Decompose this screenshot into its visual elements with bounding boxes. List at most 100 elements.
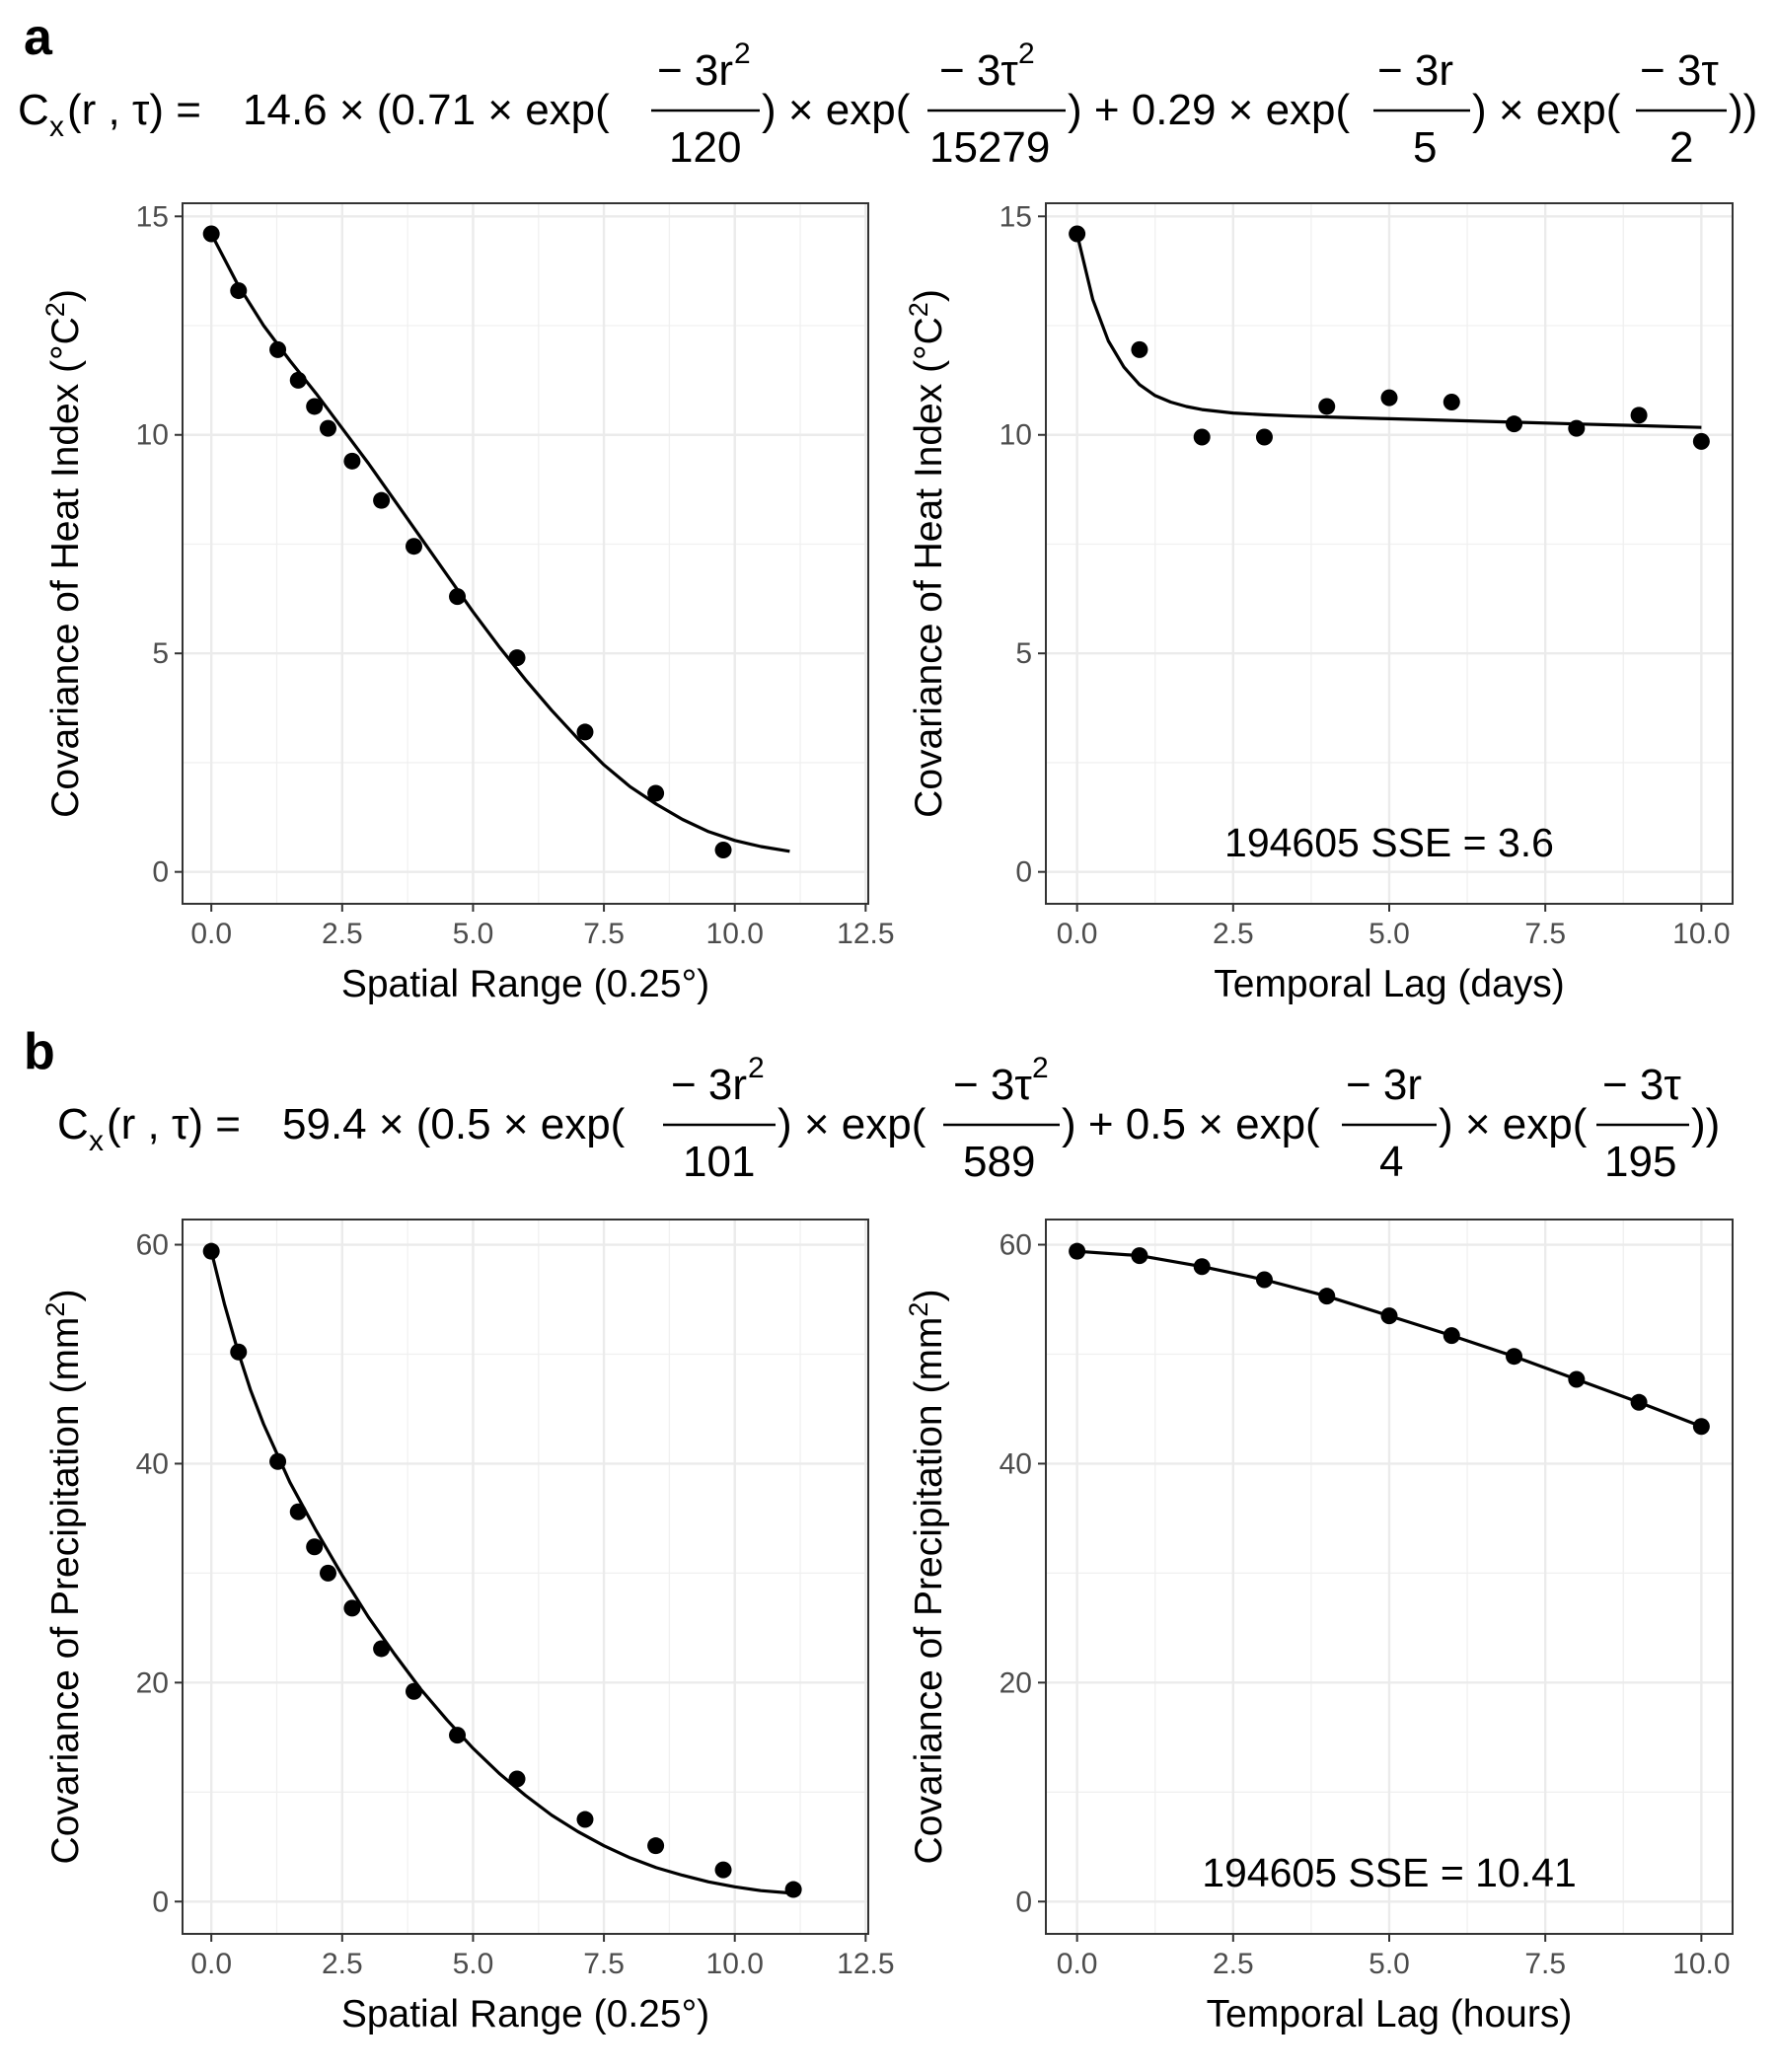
b-temporal-y-axis-title-main: Covariance of Precipitation (mm — [908, 1317, 950, 1865]
b-spatial-data-point — [230, 1343, 248, 1361]
plot-a-spatial: 0.0 2.5 5.0 7.5 10.0 12.5 0 5 10 15 Spatial Range … — [0, 178, 895, 1026]
formula-b-lhs: C — [57, 1100, 89, 1148]
formula-b-mid2: ) + 0.5 × exp( — [1062, 1100, 1320, 1148]
plot-b-spatial: 0.0 2.5 5.0 7.5 10.0 12.5 0 20 40 60 Spatial Range… — [0, 1194, 895, 2062]
a-spatial-data-point — [714, 842, 732, 859]
formula-a-f4-den: 2 — [1669, 123, 1693, 172]
formula-a-lhs-sub: x — [49, 111, 64, 143]
formula-b-f1-num: − 3r — [671, 1061, 747, 1109]
b-spatial-x-tick-label: 2.5 — [322, 1948, 363, 1980]
formula-a-svg: C x (r , τ) = 14.6 × (0.71 × exp( − 3r 2… — [18, 37, 1757, 172]
a-temporal-data-point — [1380, 389, 1398, 407]
b-spatial-data-point — [576, 1811, 594, 1828]
a-temporal-x-tick-label: 5.0 — [1369, 918, 1410, 950]
formula-a-f3-num: − 3r — [1377, 46, 1453, 95]
b-spatial-data-point — [508, 1770, 526, 1788]
b-temporal-data-point — [1506, 1348, 1523, 1366]
a-spatial-data-point — [289, 371, 307, 389]
a-spatial-y-tick-label: 15 — [136, 200, 169, 233]
a-temporal-x-tick-label: 2.5 — [1213, 918, 1254, 950]
a-temporal-data-point — [1443, 394, 1460, 411]
chart-a-spatial-svg: 0.0 2.5 5.0 7.5 10.0 12.5 0 5 10 15 Spatial Range … — [40, 200, 895, 1005]
a-temporal-y-tick-label: 5 — [1015, 637, 1032, 670]
plot-a-temporal: 0.0 2.5 5.0 7.5 10.0 0 5 10 15 Temporal Lag (days… — [888, 178, 1776, 1026]
formula-b-lhs-sub: x — [89, 1125, 104, 1157]
a-temporal-y-axis-title-main: Covariance of Heat Index (°C — [908, 317, 950, 818]
panel-a-label: a — [24, 9, 52, 66]
a-spatial-data-point — [306, 398, 324, 415]
formula-a-mid3: ) × exp( — [1472, 86, 1621, 134]
formula-b-f3-num: − 3r — [1346, 1061, 1422, 1109]
a-temporal-data-point — [1568, 419, 1586, 437]
formula-b-mid1: ) × exp( — [777, 1100, 926, 1148]
a-spatial-data-point — [405, 538, 422, 555]
a-spatial-y-tick-label: 5 — [152, 637, 169, 670]
a-temporal-y-axis-title-end: ) — [908, 289, 950, 302]
b-temporal-y-axis-title-sup: 2 — [904, 1302, 933, 1317]
b-temporal-sse-annotation: 194605 SSE = 10.41 — [1202, 1850, 1577, 1895]
a-spatial-y-axis-title-sup: 2 — [40, 302, 70, 317]
plot-b-temporal: 0.0 2.5 5.0 7.5 10.0 0 20 40 60 Temporal Lag (hou… — [888, 1194, 1776, 2062]
b-temporal-y-axis-title: Covariance of Precipitation (mm2) — [904, 1290, 950, 1865]
b-spatial-data-point — [647, 1837, 665, 1855]
formula-a-f1-num: − 3r — [657, 46, 733, 95]
chart-a-temporal-svg: 0.0 2.5 5.0 7.5 10.0 0 5 10 15 Temporal Lag (days… — [904, 200, 1734, 1005]
a-spatial-x-tick-label: 5.0 — [453, 918, 494, 950]
formula-b: C x (r , τ) = 59.4 × (0.5 × exp( − 3r 2 … — [0, 1032, 1776, 1190]
formula-b-args: (r , τ) = — [107, 1100, 241, 1148]
b-spatial-data-point — [202, 1242, 220, 1260]
formula-b-f2-sup: 2 — [1032, 1052, 1049, 1084]
b-temporal-x-tick-label: 0.0 — [1057, 1948, 1098, 1980]
a-temporal-sse-annotation: 194605 SSE = 3.6 — [1224, 820, 1554, 865]
a-spatial-y-axis-title-end: ) — [44, 289, 87, 302]
b-temporal-data-point — [1443, 1327, 1460, 1345]
a-spatial-x-tick-label: 2.5 — [322, 918, 363, 950]
a-temporal-y-axis-title: Covariance of Heat Index (°C2) — [904, 289, 950, 818]
b-spatial-fitted-curve — [209, 1250, 794, 1895]
a-spatial-data-point — [230, 282, 248, 300]
b-spatial-x-tick-label: 10.0 — [706, 1948, 764, 1980]
formula-a-f2-sup: 2 — [1018, 37, 1035, 70]
a-spatial-fitted-curve — [209, 233, 790, 853]
a-spatial-data-point — [576, 723, 594, 741]
b-spatial-panel-border — [182, 1219, 869, 1935]
formula-a-mid2: ) + 0.29 × exp( — [1068, 86, 1351, 134]
a-temporal-data-point — [1506, 415, 1523, 433]
a-spatial-data-point — [319, 419, 336, 437]
b-temporal-data-point — [1131, 1247, 1148, 1265]
b-temporal-data-point — [1568, 1370, 1586, 1388]
b-temporal-data-point — [1692, 1418, 1710, 1436]
b-spatial-plot-area — [183, 1220, 868, 1934]
a-temporal-x-tick-label: 7.5 — [1524, 918, 1566, 950]
formula-a-end: )) — [1729, 86, 1757, 134]
b-temporal-y-axis-title-end: ) — [908, 1290, 950, 1302]
b-spatial-y-tick-label: 60 — [136, 1229, 169, 1262]
b-spatial-y-tick-label: 40 — [136, 1447, 169, 1480]
b-spatial-y-tick-label: 20 — [136, 1666, 169, 1699]
formula-b-coef: 59.4 × (0.5 × exp( — [282, 1100, 626, 1148]
b-spatial-y-axis-title-end: ) — [44, 1290, 87, 1302]
a-spatial-x-tick-label: 0.0 — [190, 918, 232, 950]
b-temporal-y-tick-label: 60 — [999, 1229, 1032, 1262]
formula-a-f4-num: − 3τ — [1640, 46, 1719, 95]
b-temporal-data-point — [1069, 1242, 1086, 1260]
a-spatial-plot-area — [183, 203, 868, 904]
a-temporal-y-tick-label: 10 — [999, 419, 1032, 452]
formula-b-svg: C x (r , τ) = 59.4 × (0.5 × exp( − 3r 2 … — [57, 1052, 1720, 1186]
a-spatial-y-axis-title-main: Covariance of Heat Index (°C — [44, 317, 87, 818]
a-temporal-data-point — [1193, 428, 1211, 446]
b-temporal-data-point — [1193, 1258, 1211, 1276]
a-spatial-x-tick-label: 7.5 — [583, 918, 625, 950]
b-spatial-y-axis-title-main: Covariance of Precipitation (mm — [44, 1317, 87, 1865]
formula-b-f2-num: − 3τ — [953, 1061, 1032, 1109]
b-temporal-y-tick-label: 20 — [999, 1666, 1032, 1699]
b-temporal-x-axis-title: Temporal Lag (hours) — [1207, 1993, 1573, 2035]
formula-a-f2-den: 15279 — [929, 123, 1050, 172]
formula-b-f1-sup: 2 — [748, 1052, 765, 1084]
b-temporal-x-tick-label: 5.0 — [1369, 1948, 1410, 1980]
b-temporal-x-tick-label: 10.0 — [1672, 1948, 1730, 1980]
b-spatial-x-tick-label: 0.0 — [190, 1948, 232, 1980]
a-spatial-data-point — [343, 452, 361, 470]
formula-a-lhs: C — [18, 86, 49, 134]
b-spatial-data-point — [714, 1861, 732, 1879]
